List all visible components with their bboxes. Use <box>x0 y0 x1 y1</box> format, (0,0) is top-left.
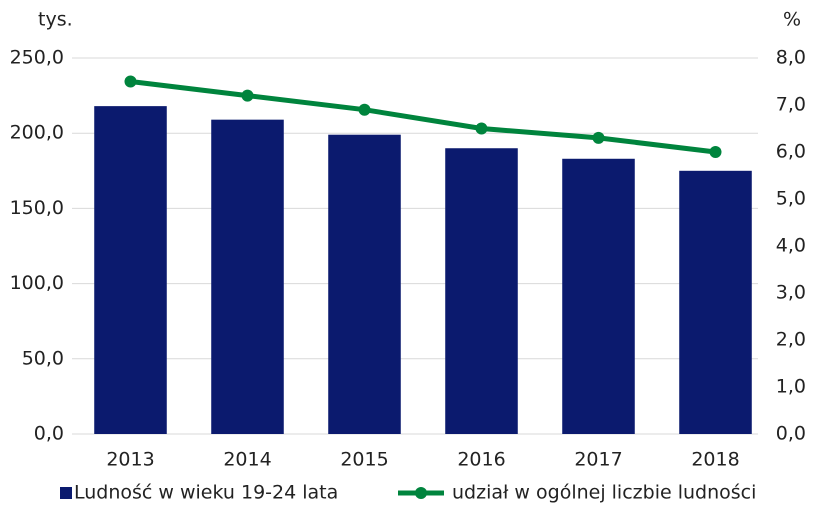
x-tick-label: 2018 <box>691 449 739 471</box>
y2-tick-label: 0,0 <box>776 423 806 445</box>
y-tick-label: 250,0 <box>10 47 64 69</box>
x-tick-label: 2016 <box>457 449 505 471</box>
y-tick-label: 0,0 <box>34 423 64 445</box>
bar <box>562 158 635 434</box>
y-axis-title: tys. <box>38 9 73 31</box>
line-marker <box>592 131 605 144</box>
line-marker <box>709 146 722 158</box>
line-marker <box>124 75 137 88</box>
y-tick-label: 50,0 <box>22 347 64 369</box>
y2-tick-label: 8,0 <box>776 47 806 69</box>
line-marker <box>241 89 254 102</box>
bar <box>679 170 752 435</box>
y2-axis-title: % <box>783 9 801 31</box>
y2-tick-label: 5,0 <box>776 188 806 210</box>
line-marker <box>475 122 488 135</box>
y2-tick-label: 2,0 <box>776 329 806 351</box>
y-tick-label: 150,0 <box>10 197 64 219</box>
legend-swatch <box>60 487 72 499</box>
y2-tick-label: 7,0 <box>776 94 806 116</box>
x-tick-label: 2015 <box>340 449 388 471</box>
y-tick-label: 100,0 <box>10 272 64 294</box>
x-tick-label: 2017 <box>574 449 622 471</box>
legend-swatch <box>415 487 427 499</box>
bar <box>211 119 284 434</box>
y-tick-label: 200,0 <box>10 122 64 144</box>
y2-tick-label: 4,0 <box>776 235 806 257</box>
y2-tick-label: 1,0 <box>776 376 806 398</box>
x-tick-label: 2013 <box>106 449 154 471</box>
x-tick-label: 2014 <box>223 449 271 471</box>
legend-label: udział w ogólnej liczbie ludności <box>452 482 756 504</box>
legend-label: Ludność w wieku 19-24 lata <box>74 482 338 504</box>
bar <box>94 106 167 435</box>
line-marker <box>358 103 371 116</box>
line <box>130 79 716 155</box>
bar <box>328 134 401 435</box>
bar <box>445 148 518 435</box>
y2-tick-label: 3,0 <box>776 282 806 304</box>
y2-tick-label: 6,0 <box>776 141 806 163</box>
